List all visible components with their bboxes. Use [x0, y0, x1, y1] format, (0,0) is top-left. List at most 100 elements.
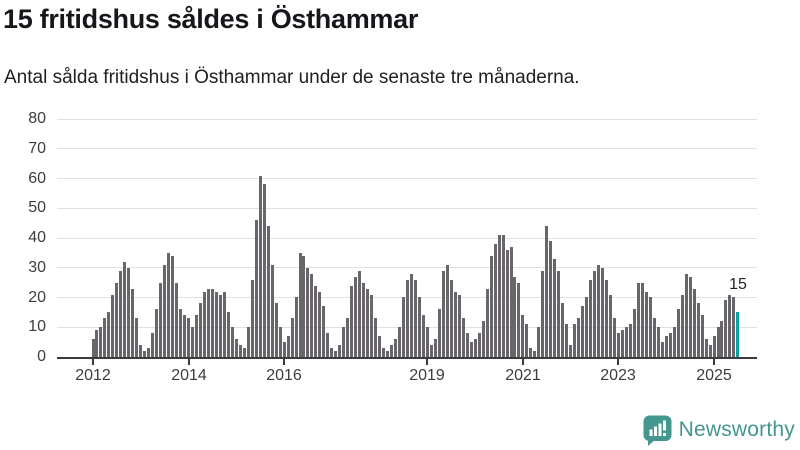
bar [665, 336, 668, 357]
y-axis-label: 50 [28, 199, 46, 217]
bar [223, 292, 226, 357]
x-axis-tick [92, 359, 94, 365]
y-axis-label: 20 [28, 288, 46, 306]
highlight-value-label: 15 [729, 276, 747, 293]
bar [211, 289, 214, 357]
bar [354, 277, 357, 357]
bar [478, 333, 481, 357]
bar [446, 265, 449, 357]
bar [641, 283, 644, 357]
bar [438, 309, 441, 357]
bar [386, 351, 389, 357]
bar [231, 327, 234, 357]
bar [482, 321, 485, 357]
bar [247, 327, 250, 357]
bar [191, 327, 194, 357]
bar [358, 271, 361, 357]
bar [374, 318, 377, 357]
bar [502, 235, 505, 357]
bar [370, 295, 373, 357]
bar [577, 318, 580, 357]
x-axis-line [57, 357, 757, 359]
bar [346, 318, 349, 357]
bar [398, 327, 401, 357]
bar [418, 297, 421, 357]
bar [159, 283, 162, 357]
y-axis-label: 40 [28, 229, 46, 246]
bar [314, 286, 317, 357]
bar [167, 253, 170, 357]
bar [243, 348, 246, 357]
bar [402, 297, 405, 357]
x-axis-tick [426, 359, 428, 365]
bar [581, 306, 584, 357]
bar [510, 247, 513, 357]
bar [414, 280, 417, 357]
bar [589, 280, 592, 357]
bar [291, 318, 294, 357]
bar [275, 303, 278, 357]
bar [175, 283, 178, 357]
bar [227, 312, 230, 357]
newsworthy-branding: Newsworthy [643, 414, 795, 446]
bar [621, 330, 624, 357]
bar [494, 244, 497, 357]
bar [466, 333, 469, 357]
bar [601, 268, 604, 357]
bar [251, 280, 254, 357]
bar [115, 283, 118, 357]
bar [661, 342, 664, 357]
bar [271, 265, 274, 357]
bar [573, 324, 576, 357]
bar [637, 283, 640, 357]
bar [111, 295, 114, 357]
bar [107, 312, 110, 357]
bar [657, 327, 660, 357]
bar [728, 295, 731, 357]
bar [669, 333, 672, 357]
bar [537, 327, 540, 357]
y-axis-label: 80 [28, 110, 46, 127]
bar [279, 327, 282, 357]
bar [143, 351, 146, 357]
bar [378, 336, 381, 357]
bar [187, 318, 190, 357]
bar [521, 315, 524, 357]
bar [653, 318, 656, 357]
y-gridline [57, 237, 757, 239]
bar [541, 271, 544, 357]
y-gridline [57, 118, 757, 120]
y-axis-label: 70 [28, 139, 46, 157]
x-axis-tick [188, 359, 190, 365]
bar [685, 274, 688, 357]
bar [557, 271, 560, 357]
bar [533, 351, 536, 357]
bar [299, 253, 302, 357]
bar [701, 315, 704, 357]
bar [410, 274, 413, 357]
bar [215, 292, 218, 357]
bar [673, 327, 676, 357]
bar [609, 295, 612, 357]
y-gridline [57, 207, 757, 209]
bar [207, 289, 210, 357]
bar [318, 292, 321, 357]
bar [382, 348, 385, 357]
x-axis-label: 2012 [75, 367, 111, 384]
bar [593, 271, 596, 357]
bar [123, 262, 126, 357]
bar [732, 297, 735, 357]
x-axis-label: 2021 [505, 367, 541, 384]
bar [720, 321, 723, 357]
bar [553, 259, 556, 357]
bar [486, 289, 489, 357]
bar [306, 268, 309, 357]
x-axis-label: 2014 [171, 367, 207, 384]
x-axis-label: 2019 [409, 367, 445, 384]
page-title: 15 fritidshus såldes i Östhammar [3, 4, 419, 34]
bar [326, 333, 329, 357]
bar [330, 348, 333, 357]
bar [585, 297, 588, 357]
bar [195, 315, 198, 357]
